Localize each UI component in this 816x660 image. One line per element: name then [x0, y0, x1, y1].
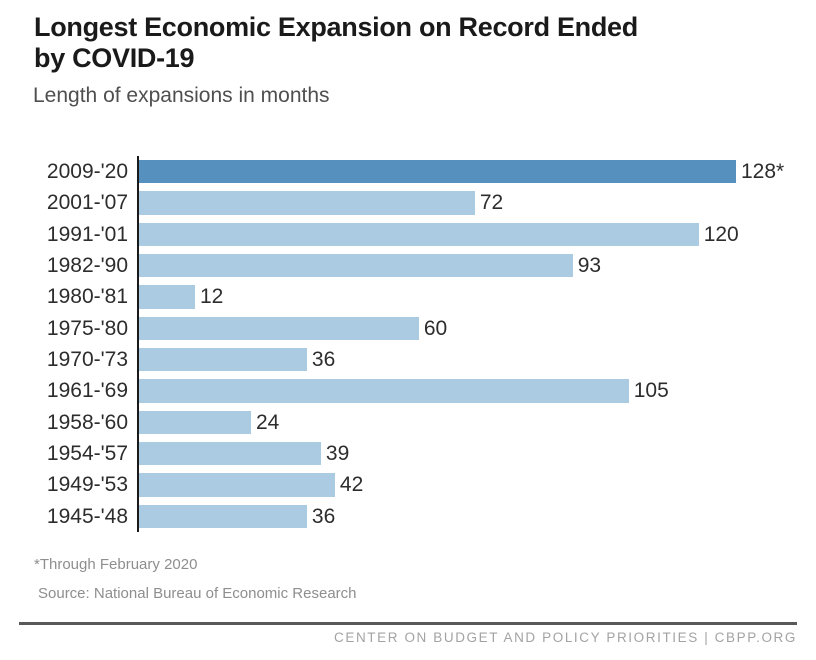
bar [139, 222, 699, 247]
bar-area: 36 [137, 500, 816, 532]
chart-subtitle: Length of expansions in months [33, 84, 330, 107]
value-label: 24 [255, 410, 280, 434]
category-label: 1945-'48 [46, 504, 128, 528]
value-label: 39 [325, 441, 350, 465]
bar-chart: 2009-'20 128* 2001-'07 72 1991-'01 120 1… [0, 156, 816, 532]
value-label: 72 [479, 191, 504, 215]
bar [139, 504, 307, 529]
chart-row: 1980-'81 12 [0, 281, 816, 313]
category-label: 1958-'60 [46, 410, 128, 434]
category-label: 1970-'73 [46, 347, 128, 371]
bar [139, 473, 335, 497]
value-label: 60 [423, 316, 448, 340]
value-label: 36 [311, 347, 336, 371]
category-label: 1961-'69 [46, 379, 128, 403]
chart-row: 1945-'48 36 [0, 500, 816, 532]
chart-row: 1961-'69 105 [0, 375, 816, 407]
value-label: 120 [703, 222, 739, 246]
bar [139, 347, 307, 372]
value-label: 105 [633, 379, 669, 403]
category-label: 1980-'81 [46, 285, 128, 309]
bar [139, 316, 419, 341]
category-label: 2001-'07 [46, 191, 128, 215]
chart-row: 1982-'90 93 [0, 249, 816, 282]
bar-area: 12 [137, 281, 816, 313]
category-label: 1982-'90 [46, 253, 128, 277]
bar [139, 379, 629, 403]
chart-title-line1: Longest Economic Expansion on Record End… [34, 12, 638, 42]
footnote-source: Source: National Bureau of Economic Rese… [38, 585, 357, 602]
bar [139, 410, 251, 435]
bar [139, 191, 475, 215]
bar-area: 60 [137, 312, 816, 344]
bar [139, 285, 195, 309]
chart-row: 2009-'20 128* [0, 156, 816, 188]
bar [139, 253, 573, 278]
chart-row: 2001-'07 72 [0, 187, 816, 219]
category-label: 1975-'80 [46, 316, 128, 340]
footnote-asterisk: *Through February 2020 [34, 556, 198, 573]
chart-row: 1991-'01 120 [0, 218, 816, 250]
value-label: 93 [577, 253, 602, 277]
bar [139, 159, 736, 184]
category-label: 2009-'20 [46, 160, 128, 183]
category-label: 1949-'53 [46, 473, 128, 497]
value-label: 36 [311, 504, 336, 528]
chart-row: 1970-'73 36 [0, 343, 816, 376]
bar-area: 24 [137, 406, 816, 438]
value-label: 128* [741, 159, 785, 183]
footer-branding: CENTER ON BUDGET AND POLICY PRIORITIES |… [334, 630, 797, 645]
chart-row: 1958-'60 24 [0, 406, 816, 438]
chart-row: 1954-'57 39 [0, 437, 816, 470]
bar-area: 105 [137, 375, 816, 407]
bar-area: 128* [137, 156, 816, 188]
bar-area: 93 [137, 249, 816, 282]
bar [139, 441, 321, 466]
bar-area: 120 [137, 218, 816, 250]
value-label: 42 [339, 473, 364, 497]
bar-area: 36 [137, 343, 816, 376]
bar-area: 39 [137, 437, 816, 470]
chart-title-line2: by COVID-19 [34, 43, 195, 73]
category-label: 1991-'01 [46, 222, 128, 246]
bar-area: 42 [137, 469, 816, 501]
category-label: 1954-'57 [46, 441, 128, 465]
footer-divider [19, 622, 797, 625]
value-label: 12 [199, 285, 224, 309]
chart-row: 1975-'80 60 [0, 312, 816, 344]
chart-row: 1949-'53 42 [0, 469, 816, 501]
bar-area: 72 [137, 187, 816, 219]
chart-title: Longest Economic Expansion on Record End… [34, 12, 794, 74]
